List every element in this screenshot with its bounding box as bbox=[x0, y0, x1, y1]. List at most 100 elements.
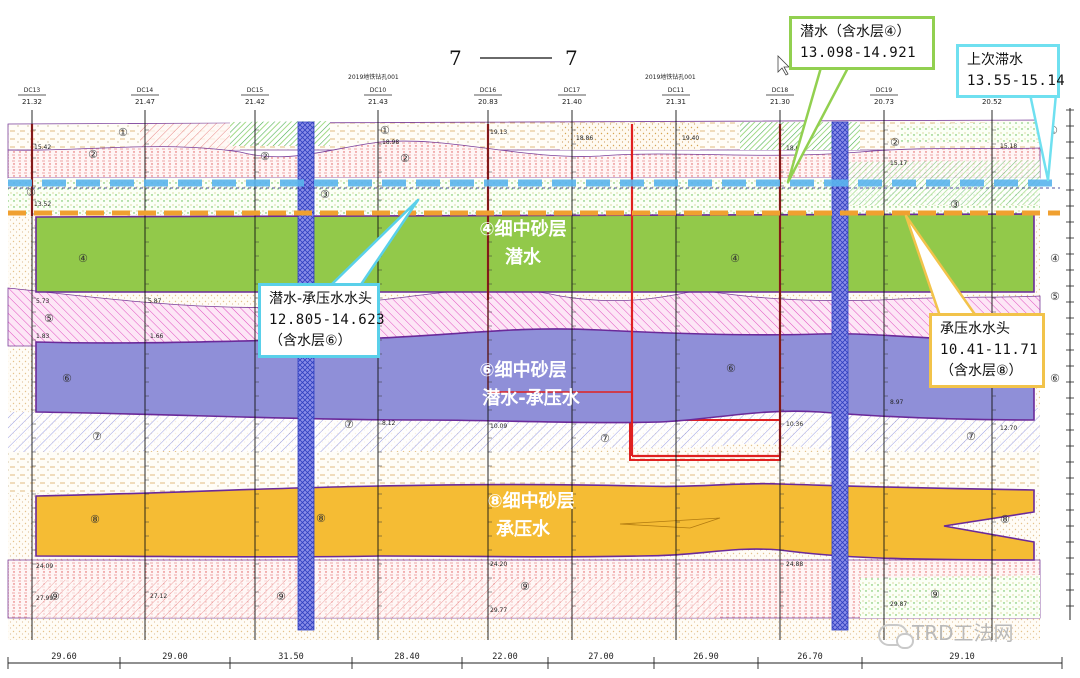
wechat-icon bbox=[878, 623, 914, 649]
watermark: TRD工法网 bbox=[878, 617, 1014, 649]
layer-marker: ⑨ bbox=[930, 588, 940, 601]
svg-text:1.66: 1.66 bbox=[150, 333, 164, 340]
perched-water-range: 13.55-15.14 bbox=[967, 73, 1066, 89]
svg-text:1.83: 1.83 bbox=[36, 333, 50, 340]
layer-marker: ⑦ bbox=[600, 432, 610, 445]
aquifer-labels: ④细中砂层 潜水 ⑥细中砂层 潜水-承压水 ⑧细中砂层 承压水 bbox=[479, 218, 580, 540]
spacing-value: 31.50 bbox=[278, 652, 304, 662]
aquifer-4-name: ④细中砂层 bbox=[479, 218, 566, 240]
layer-marker: ③ bbox=[950, 198, 960, 211]
svg-text:13.52: 13.52 bbox=[34, 201, 51, 208]
confined-water-title: 承压水水头 bbox=[940, 321, 1010, 337]
phreatic-confined-range: 12.805-14.623 bbox=[269, 312, 386, 328]
confined-water-callout: 承压水水头 10.41-11.71 （含水层⑧） bbox=[929, 313, 1045, 388]
drawing-label: 2019地铁钻孔001 bbox=[348, 73, 399, 81]
phreatic-confined-callout: 潜水-承压水水头 12.805-14.623 （含水层⑥） bbox=[258, 283, 386, 358]
spacing-value: 26.90 bbox=[693, 652, 719, 662]
borehole-elevation: 20.73 bbox=[874, 98, 894, 106]
layer-marker: ① bbox=[380, 124, 390, 137]
layer-marker: ⑨ bbox=[520, 580, 530, 593]
phreatic-water-title: 潜水（含水层④） bbox=[800, 24, 911, 40]
borehole-id: DC19 bbox=[876, 87, 893, 94]
layer-marker: ③ bbox=[320, 188, 330, 201]
aquifer-8-type: 承压水 bbox=[496, 518, 551, 540]
depth-annotations: 15.42 13.52 5.73 1.83 5.87 1.66 1.58 18.… bbox=[34, 129, 1017, 614]
svg-text:27.99: 27.99 bbox=[36, 595, 53, 602]
svg-text:10.36: 10.36 bbox=[786, 421, 803, 428]
svg-text:24.20: 24.20 bbox=[490, 561, 507, 568]
layer-marker: ② bbox=[890, 136, 900, 149]
mouse-cursor-icon bbox=[777, 55, 790, 76]
svg-text:27.12: 27.12 bbox=[150, 593, 167, 600]
layer-marker: ② bbox=[400, 152, 410, 165]
svg-text:18.86: 18.86 bbox=[576, 135, 593, 142]
borehole-elevation: 20.52 bbox=[982, 98, 1002, 106]
spacing-dimension-line: 29.60 29.00 31.50 28.40 22.00 27.00 26.90 26.70… bbox=[7, 652, 1063, 669]
borehole-lines bbox=[31, 110, 996, 640]
layer-marker: ⑤ bbox=[44, 312, 54, 325]
aquifer-6-name: ⑥细中砂层 bbox=[479, 359, 566, 381]
watermark-text: TRD工法网 bbox=[912, 621, 1014, 645]
svg-text:12.70: 12.70 bbox=[1000, 425, 1017, 432]
svg-text:7: 7 bbox=[449, 46, 462, 70]
phreatic-water-range: 13.098-14.921 bbox=[800, 45, 917, 61]
water-level-lines bbox=[8, 179, 1060, 216]
layer-marker: ⑨ bbox=[50, 590, 60, 603]
svg-text:5.87: 5.87 bbox=[148, 298, 162, 305]
borehole-elevation: 21.30 bbox=[770, 98, 790, 106]
aquifer-8-shape bbox=[35, 482, 1035, 561]
perched-water-callout: 上次滞水 13.55-15.14 bbox=[956, 44, 1066, 98]
borehole-elevation: 21.40 bbox=[562, 98, 582, 106]
borehole-elevation: 21.42 bbox=[245, 98, 265, 106]
borehole-id: DC14 bbox=[137, 87, 154, 94]
borehole-id: DC10 bbox=[370, 87, 387, 94]
svg-text:15.17: 15.17 bbox=[890, 160, 907, 167]
borehole-id: DC15 bbox=[247, 87, 264, 94]
layer-marker: ③ bbox=[26, 186, 36, 199]
layer-marker: ⑧ bbox=[316, 512, 326, 525]
aquifer-6-type: 潜水-承压水 bbox=[482, 387, 580, 409]
section-title: 7 7 2019地铁钻孔001 2019地铁钻孔001 bbox=[348, 46, 696, 81]
borehole-elevation: 20.83 bbox=[478, 98, 498, 106]
spacing-value: 22.00 bbox=[492, 652, 518, 662]
layer-marker: ⑤ bbox=[1050, 290, 1060, 303]
svg-text:18.98: 18.98 bbox=[382, 139, 399, 146]
phreatic-water-aquifer4-callout: 潜水（含水层④） 13.098-14.921 bbox=[789, 16, 935, 70]
layer-marker: ⑦ bbox=[966, 430, 976, 443]
spacing-value: 26.70 bbox=[797, 652, 823, 662]
svg-text:15.18: 15.18 bbox=[1000, 143, 1017, 150]
svg-text:19.13: 19.13 bbox=[490, 129, 507, 136]
layer-marker: ④ bbox=[78, 252, 88, 265]
svg-text:5.73: 5.73 bbox=[36, 298, 50, 305]
borehole-elevation: 21.43 bbox=[368, 98, 388, 106]
spacing-value: 29.60 bbox=[51, 652, 77, 662]
layer-marker: ⑥ bbox=[62, 372, 72, 385]
layer-marker: ⑨ bbox=[276, 590, 286, 603]
layer-marker: ② bbox=[88, 148, 98, 161]
spacing-value: 29.10 bbox=[949, 652, 975, 662]
svg-text:15.42: 15.42 bbox=[34, 144, 51, 151]
spacing-value: 28.40 bbox=[394, 652, 420, 662]
confined-water-range: 10.41-11.71 bbox=[940, 342, 1039, 358]
perched-water-title: 上次滞水 bbox=[967, 52, 1023, 68]
borehole-id: DC13 bbox=[24, 87, 41, 94]
trd-wall-columns bbox=[297, 121, 849, 631]
svg-text:19.40: 19.40 bbox=[682, 135, 699, 142]
svg-text:8.97: 8.97 bbox=[890, 399, 904, 406]
borehole-id: DC16 bbox=[480, 87, 497, 94]
borehole-elevation: 21.32 bbox=[22, 98, 42, 106]
aquifer-8-name: ⑧细中砂层 bbox=[487, 490, 574, 512]
layer-marker: ⑦ bbox=[92, 430, 102, 443]
elevation-scale bbox=[1066, 108, 1074, 620]
layer-marker: ⑧ bbox=[90, 513, 100, 526]
drawing-label-2: 2019地铁钻孔001 bbox=[645, 73, 696, 81]
layer-marker: ④ bbox=[730, 252, 740, 265]
confined-water-aquifer: （含水层⑧） bbox=[940, 363, 1023, 379]
layer-marker: ⑦ bbox=[344, 418, 354, 431]
borehole-id: DC18 bbox=[772, 87, 789, 94]
callout-pointers bbox=[328, 62, 1058, 318]
layer-marker: ⑧ bbox=[1000, 513, 1010, 526]
borehole-headers: DC13 21.32 DC14 21.47 DC15 21.42 DC10 21.43 DC16… bbox=[18, 87, 1006, 106]
svg-text:7: 7 bbox=[565, 46, 578, 70]
